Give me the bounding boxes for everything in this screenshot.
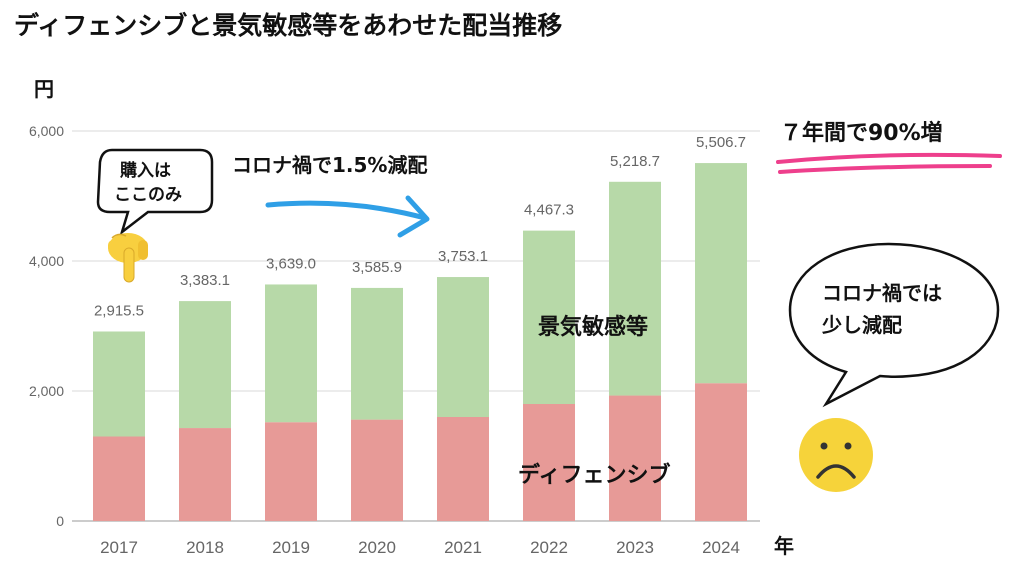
y-tick-label: 0 (56, 513, 64, 529)
bar-cyclical (437, 277, 489, 417)
total-label: 2,915.5 (94, 302, 144, 319)
bar-defensive (351, 419, 403, 521)
axes: 0 2,000 4,000 6,000 2017 2018 2019 2020 2021 2022… (29, 123, 740, 557)
sad-face-icon (799, 418, 873, 492)
bar-defensive (695, 383, 747, 521)
bar-cyclical (179, 301, 231, 429)
bar-defensive (179, 428, 231, 521)
total-label: 3,585.9 (352, 259, 402, 276)
x-tick-label: 2022 (530, 538, 568, 557)
bubble-line-1: コロナ禍では (822, 281, 942, 305)
x-tick-label: 2017 (100, 538, 138, 557)
bubble-line-2: 少し減配 (821, 313, 902, 337)
chart-title: ディフェンシブと景気敏感等をあわせた配当推移 (14, 11, 563, 40)
growth-text: ７年間で90%増 (780, 120, 943, 146)
bar-cyclical (351, 287, 403, 420)
x-tick-label: 2021 (444, 538, 482, 557)
total-label: 4,467.3 (524, 202, 574, 219)
bar-cyclical (695, 163, 747, 384)
bar-defensive (437, 417, 489, 521)
growth-underline (776, 152, 1002, 174)
y-axis-label: 円 (34, 77, 54, 101)
buy-only-bubble: 購入は ここのみ (96, 148, 214, 236)
bar-cyclical (609, 181, 661, 396)
data-labels: 2,915.5 3,383.1 3,639.0 3,585.9 3,753.1 4,467… (94, 134, 746, 319)
x-tick-label: 2018 (186, 538, 224, 557)
series-label-cyclical: 景気敏感等 (538, 314, 648, 340)
bubble-outline (96, 148, 214, 236)
y-tick-label: 2,000 (29, 383, 64, 399)
x-tick-label: 2023 (616, 538, 654, 557)
bar-defensive (523, 404, 575, 521)
x-tick-label: 2020 (358, 538, 396, 557)
bubble-line-1: 購入は (120, 160, 171, 181)
bar-defensive (609, 395, 661, 521)
bar-cyclical (523, 230, 575, 404)
bar-cyclical (265, 284, 317, 423)
blue-arrow-icon (265, 195, 430, 238)
corona-bubble: コロナ禍では 少し減配 (788, 242, 1000, 408)
x-tick-label: 2019 (272, 538, 310, 557)
bar-defensive (265, 422, 317, 521)
x-axis-label: 年 (774, 534, 794, 558)
total-label: 3,383.1 (180, 272, 230, 289)
bars (93, 163, 747, 521)
total-label: 5,506.7 (696, 134, 746, 151)
bubble-line-2: ここのみ (114, 185, 182, 205)
bubble-outline (788, 242, 1000, 408)
corona-cut-text: コロナ禍で1.5%減配 (232, 153, 427, 177)
y-tick-label: 6,000 (29, 123, 64, 139)
bar-cyclical (93, 331, 145, 437)
pointing-down-hand-icon (108, 233, 148, 283)
bar-defensive (93, 436, 145, 521)
x-tick-label: 2024 (702, 538, 740, 557)
total-label: 3,753.1 (438, 248, 488, 265)
total-label: 3,639.0 (266, 255, 316, 272)
series-label-defensive: ディフェンシブ (518, 462, 670, 488)
total-label: 5,218.7 (610, 153, 660, 170)
y-tick-label: 4,000 (29, 253, 64, 269)
